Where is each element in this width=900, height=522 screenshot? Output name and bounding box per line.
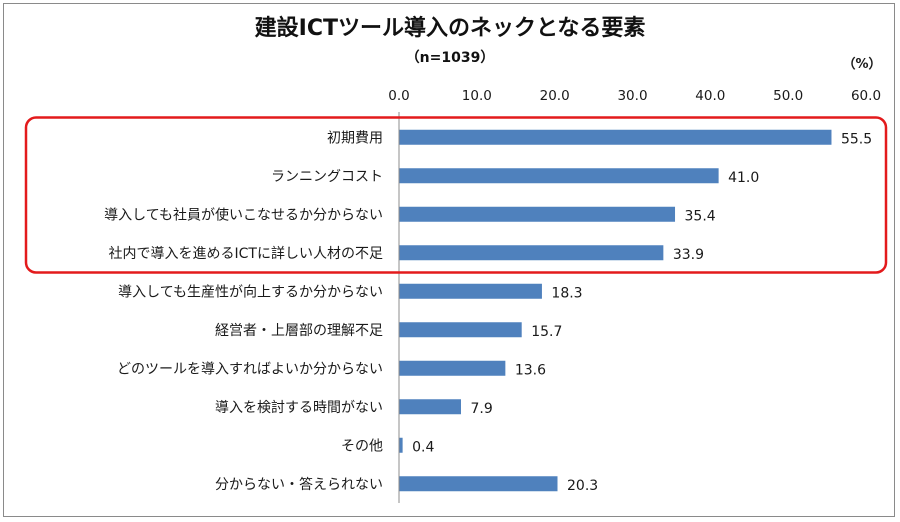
data-label: 18.3	[551, 285, 582, 301]
bar	[399, 476, 558, 492]
unit-label: （%）	[842, 56, 881, 72]
category-label: ランニングコスト	[271, 169, 383, 185]
category-label: 導入を検討する時間がない	[215, 400, 383, 416]
category-label: 導入しても生産性が向上するか分からない	[118, 284, 383, 300]
bar	[399, 129, 832, 145]
x-tick-label: 10.0	[462, 88, 492, 104]
bar	[399, 283, 542, 299]
category-label: 経営者・上層部の理解不足	[215, 323, 383, 339]
x-tick-label: 20.0	[540, 88, 570, 104]
bar	[399, 168, 719, 184]
highlight-box	[24, 116, 888, 274]
bar	[399, 360, 506, 376]
data-label: 13.6	[515, 362, 546, 378]
data-label: 55.5	[841, 131, 872, 147]
category-label: 分からない・答えられない	[215, 476, 383, 493]
category-label: その他	[341, 438, 383, 454]
x-tick-label: 30.0	[617, 88, 647, 104]
bar	[399, 322, 522, 338]
bar	[399, 206, 676, 222]
data-label: 0.4	[412, 439, 434, 455]
category-label: 初期費用	[327, 129, 383, 146]
data-label: 33.9	[673, 247, 704, 263]
bar	[399, 245, 664, 261]
x-tick-label: 50.0	[773, 88, 803, 104]
x-tick-label: 0.0	[388, 88, 409, 104]
data-label: 20.3	[567, 478, 598, 494]
category-label: 社内で導入を進めるICTに詳しい人材の不足	[109, 246, 383, 262]
chart-title: 建設ICTツール導入のネックとなる要素	[254, 16, 646, 41]
bar	[399, 399, 461, 415]
data-label: 15.7	[531, 324, 562, 340]
category-label: どのツールを導入すればよいか分からない	[117, 361, 383, 377]
data-label: 7.9	[470, 401, 492, 417]
chart-subtitle: （n=1039）	[405, 50, 495, 66]
category-label: 導入しても社員が使いこなせるか分からない	[104, 206, 383, 223]
data-label: 41.0	[728, 170, 759, 186]
data-label: 35.4	[685, 208, 716, 224]
x-tick-label: 40.0	[695, 88, 725, 104]
bar	[399, 437, 403, 453]
x-tick-label: 60.0	[851, 88, 881, 104]
